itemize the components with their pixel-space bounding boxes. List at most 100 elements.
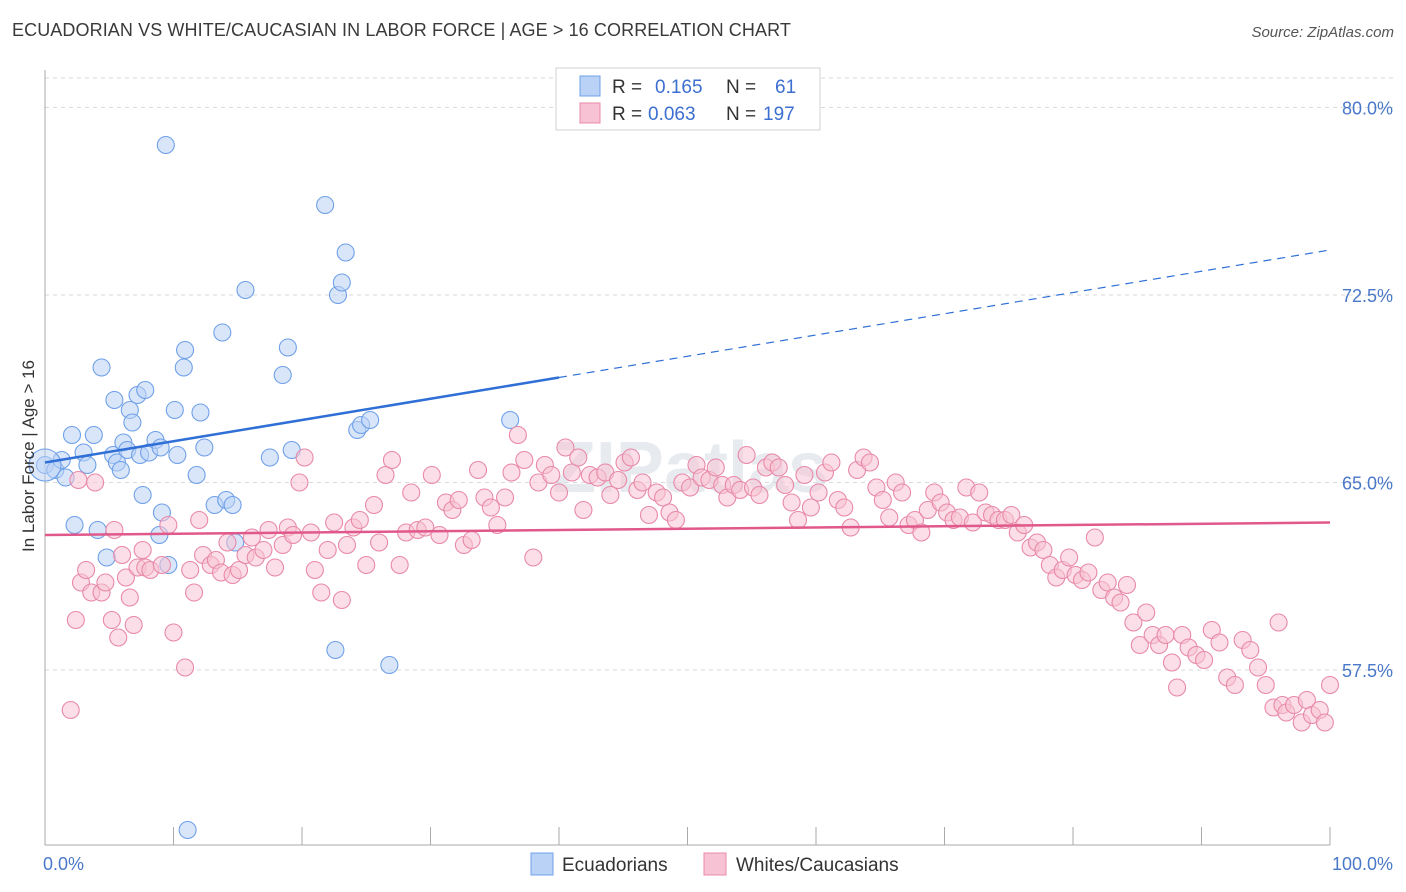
white-point <box>390 555 409 575</box>
white-point <box>305 560 324 580</box>
white-point <box>549 483 569 502</box>
ecuadorians-trend-extension <box>558 249 1331 379</box>
trend-lines <box>44 249 1331 537</box>
ecuadorian-point <box>136 380 155 400</box>
x-tick-label-1: 100.0% <box>1332 854 1393 874</box>
white-point <box>893 483 912 502</box>
ecuadorian-point <box>223 495 242 515</box>
r-label-0: R = <box>612 77 642 98</box>
white-point <box>254 540 273 560</box>
ecuadorian-point <box>65 515 84 535</box>
ecuadorian-point <box>78 455 97 475</box>
white-point <box>176 658 195 677</box>
white-point <box>1162 653 1181 672</box>
white-point <box>782 493 801 512</box>
white-point <box>1034 540 1053 560</box>
grid <box>45 77 1394 671</box>
white-point <box>337 535 357 555</box>
white-point <box>835 498 854 517</box>
r-value-0: 0.165 <box>655 77 703 98</box>
white-point <box>776 475 795 495</box>
legend-whites-swatch <box>703 852 727 876</box>
y-tick-label-0: 57.5% <box>1342 661 1393 681</box>
white-point <box>69 470 88 490</box>
stats-legend: R = 0.165 N = 61 R = 0.063 N = 197 <box>555 67 821 131</box>
white-point <box>283 525 303 545</box>
white-point <box>556 438 575 457</box>
white-point <box>621 448 641 467</box>
white-point <box>259 520 278 540</box>
white-point <box>788 510 808 530</box>
white-point <box>462 530 481 550</box>
ecuadorian-point <box>178 820 197 840</box>
white-point <box>654 488 673 507</box>
white-point <box>795 465 814 485</box>
white-point <box>1124 613 1143 632</box>
white-point <box>449 490 468 510</box>
n-label-1: N = <box>726 104 756 125</box>
white-point <box>1079 563 1098 582</box>
white-point <box>1111 593 1130 612</box>
white-point <box>1195 650 1214 670</box>
ecuadorian-point <box>123 413 142 432</box>
ecuadorian-point <box>361 410 380 430</box>
white-point <box>370 533 389 552</box>
ecuadorian-point <box>316 195 335 215</box>
white-point <box>488 515 507 535</box>
ecuadorian-point <box>165 400 184 420</box>
white-point <box>66 610 85 630</box>
y-tick-label-2: 72.5% <box>1342 286 1393 306</box>
white-point <box>325 513 344 532</box>
ecuadorian-point <box>111 460 130 480</box>
ecuadorian-point <box>92 358 111 377</box>
ecuadorian-point <box>260 448 279 467</box>
white-point <box>181 560 200 580</box>
white-point <box>105 520 124 540</box>
white-point <box>113 545 132 565</box>
white-point <box>116 568 136 587</box>
white-point <box>809 483 828 502</box>
white-point <box>880 508 899 527</box>
ecuadorian-point <box>278 338 297 357</box>
r-value-1: 0.063 <box>648 104 696 125</box>
ecuadorian-point <box>332 273 351 292</box>
ecuadorian-point <box>213 323 232 342</box>
white-point <box>357 555 376 575</box>
series-ecuadorians <box>28 135 520 840</box>
white-point <box>750 485 769 505</box>
ecuadorian-point <box>133 485 152 505</box>
white-point <box>502 463 521 482</box>
white-point <box>133 540 152 560</box>
white-point <box>422 465 441 485</box>
ecuadorian-point <box>380 655 399 675</box>
white-point <box>332 590 351 610</box>
white-point <box>495 488 515 507</box>
y-axis-label: In Labor Force | Age > 16 <box>19 360 38 552</box>
white-point <box>1085 528 1104 547</box>
ecuadorian-point <box>97 548 116 567</box>
white-point <box>382 450 402 470</box>
white-point <box>1156 625 1175 645</box>
white-point <box>265 558 285 577</box>
white-point <box>1241 640 1260 660</box>
white-point <box>1315 713 1334 732</box>
white-point <box>542 465 561 485</box>
ecuadorian-point <box>326 640 345 660</box>
ecuadorian-point <box>168 445 187 465</box>
ecuadorian-point-large <box>28 448 62 482</box>
legend-ecuadorians-swatch <box>530 852 554 876</box>
white-point <box>737 445 756 465</box>
white-point <box>376 465 395 485</box>
whites-swatch <box>579 102 601 124</box>
white-point <box>633 473 652 492</box>
white-point <box>468 460 488 480</box>
white-point <box>515 450 534 470</box>
white-point <box>1130 635 1149 655</box>
white-point <box>1248 658 1268 677</box>
white-point <box>152 555 171 575</box>
ecuadorian-point <box>105 390 124 410</box>
white-point <box>229 560 249 580</box>
ecuadorians-swatch <box>579 75 601 97</box>
white-point <box>312 583 331 602</box>
